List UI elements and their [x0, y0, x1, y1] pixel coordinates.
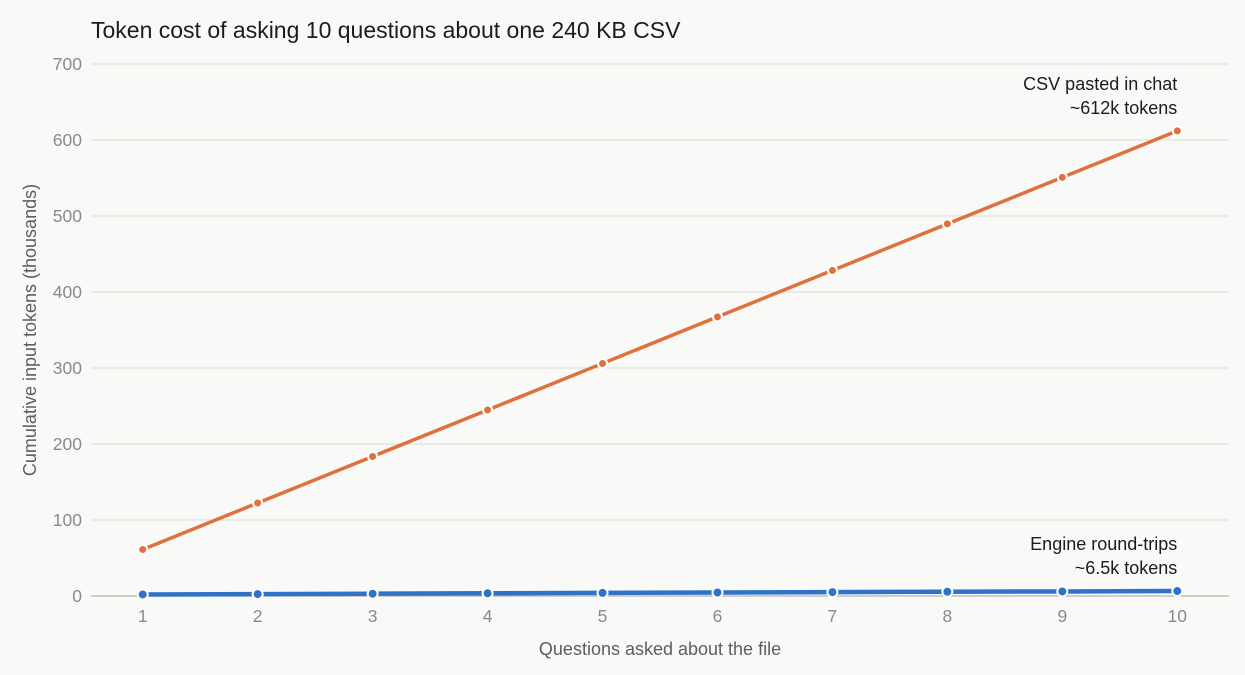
csv-annotation-line: CSV pasted in chat: [1023, 74, 1177, 94]
y-tick-label: 500: [53, 206, 82, 226]
x-axis-ticks: 1 2 3 4 5 6 7 8 9 10: [138, 606, 1187, 626]
csv-data-point: [941, 218, 953, 230]
y-tick-label: 700: [53, 54, 82, 74]
engine-data-point: [826, 586, 839, 599]
x-tick-label: 8: [943, 606, 953, 626]
csv-series-line: [140, 129, 1180, 552]
engine-data-point: [366, 587, 379, 600]
engine-data-point: [596, 586, 609, 599]
engine-data-point: [481, 587, 494, 600]
csv-data-point: [252, 497, 264, 509]
engine-annotation-line: ~6.5k tokens: [1075, 558, 1178, 578]
x-tick-label: 1: [138, 606, 148, 626]
x-tick-label: 6: [713, 606, 723, 626]
series: [136, 125, 1184, 601]
engine-data-point: [1171, 585, 1184, 598]
csv-data-point: [1056, 171, 1068, 183]
x-tick-label: 4: [483, 606, 493, 626]
engine-data-point: [251, 588, 264, 601]
x-tick-label: 7: [828, 606, 838, 626]
csv-data-point: [597, 357, 609, 369]
y-tick-label: 100: [53, 510, 82, 530]
engine-data-point: [1056, 585, 1069, 598]
csv-data-point: [482, 404, 494, 416]
x-tick-label: 10: [1168, 606, 1188, 626]
x-tick-label: 3: [368, 606, 378, 626]
chart-title: Token cost of asking 10 questions about …: [91, 17, 681, 43]
y-axis-label: Cumulative input tokens (thousands): [20, 184, 40, 476]
y-tick-label: 400: [53, 282, 82, 302]
csv-data-point: [711, 311, 723, 323]
y-tick-label: 0: [72, 586, 82, 606]
y-tick-label: 600: [53, 130, 82, 150]
x-axis-label: Questions asked about the file: [539, 639, 781, 659]
csv-series: [137, 125, 1183, 555]
engine-data-point: [711, 586, 724, 599]
gridlines: [91, 63, 1229, 597]
x-tick-label: 5: [598, 606, 608, 626]
engine-series: [136, 585, 1184, 601]
y-tick-label: 200: [53, 434, 82, 454]
csv-annotation-line: ~612k tokens: [1070, 98, 1178, 118]
x-tick-label: 2: [253, 606, 263, 626]
engine-data-point: [941, 585, 954, 598]
engine-series-line: [140, 588, 1180, 597]
y-tick-label: 300: [53, 358, 82, 378]
csv-data-point: [826, 264, 838, 276]
engine-annotation-line: Engine round-trips: [1030, 534, 1177, 554]
csv-data-point: [137, 543, 149, 555]
csv-data-point: [1171, 125, 1183, 137]
y-axis-ticks: 0 100 200 300 400 500 600 700: [53, 54, 82, 606]
engine-data-point: [136, 588, 149, 601]
csv-data-point: [367, 450, 379, 462]
x-tick-label: 9: [1057, 606, 1067, 626]
annotations: CSV pasted in chat ~612k tokens Engine rou…: [1023, 74, 1177, 578]
